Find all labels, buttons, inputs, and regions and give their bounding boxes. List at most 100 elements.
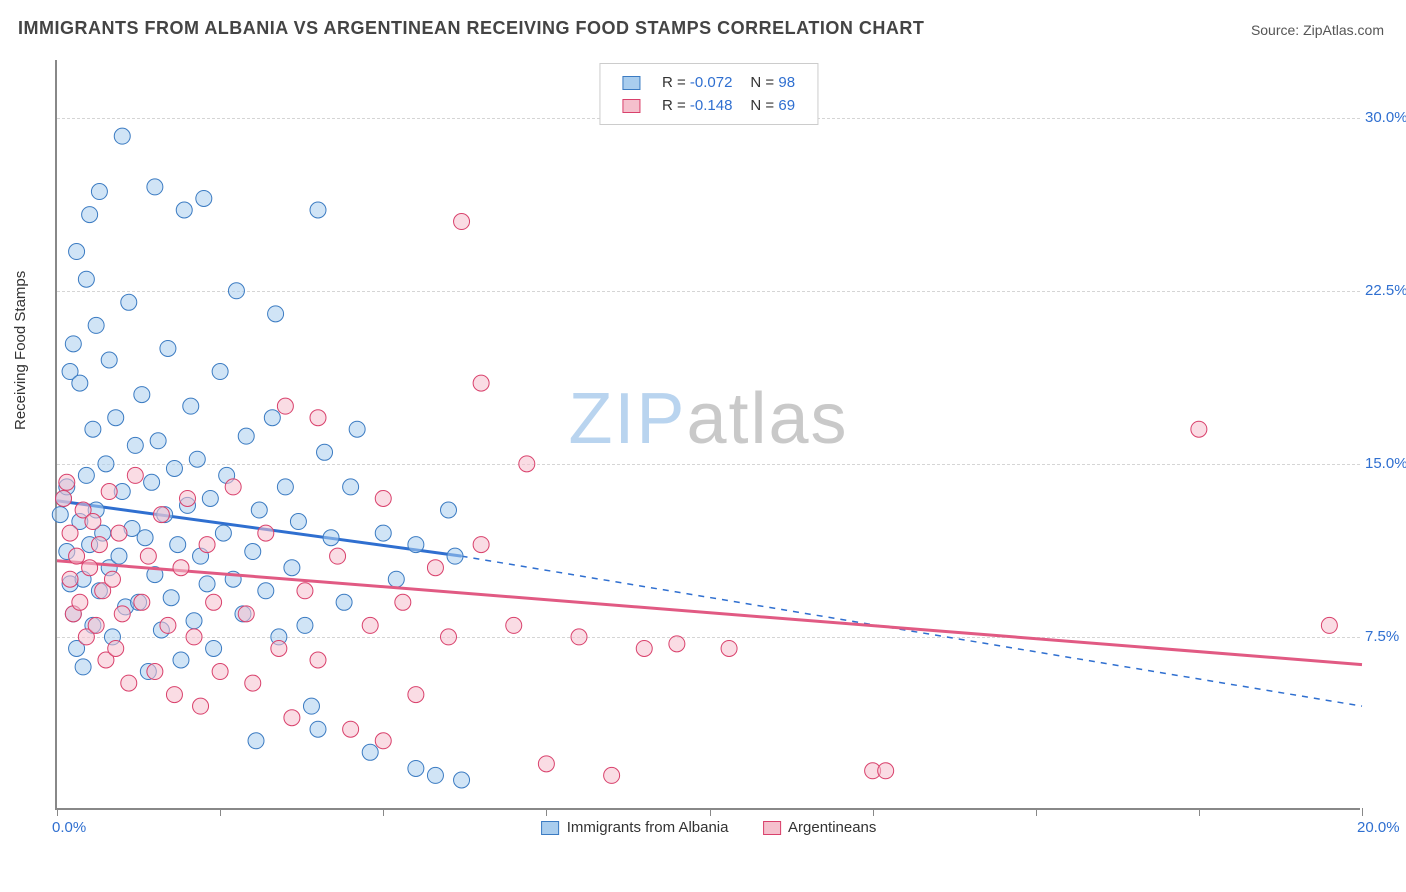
data-point: [56, 490, 72, 506]
data-point: [604, 767, 620, 783]
data-point: [290, 514, 306, 530]
data-point: [636, 640, 652, 656]
data-point: [98, 456, 114, 472]
y-tick-label: 7.5%: [1365, 628, 1406, 645]
chart-plot-area: ZIPatlas 7.5%15.0%22.5%30.0% R = -0.072 …: [55, 60, 1360, 810]
data-point: [310, 410, 326, 426]
x-tick-mark: [1362, 808, 1363, 816]
data-point: [180, 490, 196, 506]
data-point: [170, 537, 186, 553]
data-point: [137, 530, 153, 546]
data-point: [183, 398, 199, 414]
data-point: [238, 428, 254, 444]
data-point: [297, 617, 313, 633]
stats-swatch-argentina: [622, 99, 640, 113]
data-point: [160, 617, 176, 633]
data-point: [104, 571, 120, 587]
data-point: [72, 375, 88, 391]
data-point: [284, 560, 300, 576]
data-point: [375, 733, 391, 749]
data-point: [75, 659, 91, 675]
data-point: [212, 664, 228, 680]
source-prefix: Source:: [1251, 22, 1299, 38]
data-point: [65, 336, 81, 352]
stats-r-label: R =: [662, 74, 686, 91]
data-point: [186, 613, 202, 629]
data-point: [349, 421, 365, 437]
data-point: [878, 763, 894, 779]
x-tick-mark: [57, 808, 58, 816]
data-point: [519, 456, 535, 472]
data-point: [163, 590, 179, 606]
data-point: [206, 640, 222, 656]
data-point: [669, 636, 685, 652]
data-point: [62, 571, 78, 587]
data-point: [441, 502, 457, 518]
data-point: [114, 606, 130, 622]
data-point: [441, 629, 457, 645]
y-tick-label: 15.0%: [1365, 455, 1406, 472]
data-point: [427, 560, 443, 576]
data-point: [134, 387, 150, 403]
stats-r-value-albania: -0.072: [690, 74, 733, 91]
data-point: [199, 576, 215, 592]
y-axis-label: Receiving Food Stamps: [12, 271, 29, 430]
x-tick-mark: [1199, 808, 1200, 816]
data-point: [196, 190, 212, 206]
legend-label-albania: Immigrants from Albania: [567, 819, 729, 836]
data-point: [173, 652, 189, 668]
data-point: [173, 560, 189, 576]
x-tick-mark: [383, 808, 384, 816]
data-point: [343, 721, 359, 737]
data-point: [395, 594, 411, 610]
data-point: [277, 479, 293, 495]
data-point: [153, 507, 169, 523]
chart-container: IMMIGRANTS FROM ALBANIA VS ARGENTINEAN R…: [0, 0, 1406, 892]
data-point: [258, 525, 274, 541]
data-point: [323, 530, 339, 546]
data-point: [127, 467, 143, 483]
data-point: [245, 544, 261, 560]
x-tick-mark: [546, 808, 547, 816]
stats-swatch-albania: [622, 76, 640, 90]
data-point: [343, 479, 359, 495]
source-link[interactable]: ZipAtlas.com: [1303, 22, 1384, 38]
data-point: [454, 214, 470, 230]
data-point: [147, 664, 163, 680]
data-point: [310, 721, 326, 737]
data-point: [85, 514, 101, 530]
x-tick-label: 0.0%: [52, 819, 86, 836]
data-point: [140, 548, 156, 564]
data-point: [91, 537, 107, 553]
data-point: [375, 490, 391, 506]
data-point: [215, 525, 231, 541]
data-point: [571, 629, 587, 645]
data-point: [78, 467, 94, 483]
data-point: [78, 271, 94, 287]
data-point: [330, 548, 346, 564]
data-point: [317, 444, 333, 460]
legend-swatch-argentina: [763, 821, 781, 835]
data-point: [121, 675, 137, 691]
data-point: [199, 537, 215, 553]
source-attribution: Source: ZipAtlas.com: [1251, 22, 1384, 38]
data-point: [303, 698, 319, 714]
y-tick-label: 30.0%: [1365, 109, 1406, 126]
data-point: [310, 652, 326, 668]
data-point: [150, 433, 166, 449]
data-point: [85, 421, 101, 437]
data-point: [1321, 617, 1337, 633]
data-point: [284, 710, 300, 726]
data-point: [206, 594, 222, 610]
scatter-plot-svg: [57, 60, 1360, 808]
data-point: [408, 760, 424, 776]
data-point: [88, 317, 104, 333]
stats-n-value-albania: 98: [778, 74, 795, 91]
data-point: [52, 507, 68, 523]
data-point: [62, 525, 78, 541]
data-point: [408, 687, 424, 703]
data-point: [362, 617, 378, 633]
data-point: [202, 490, 218, 506]
x-tick-mark: [220, 808, 221, 816]
data-point: [101, 352, 117, 368]
